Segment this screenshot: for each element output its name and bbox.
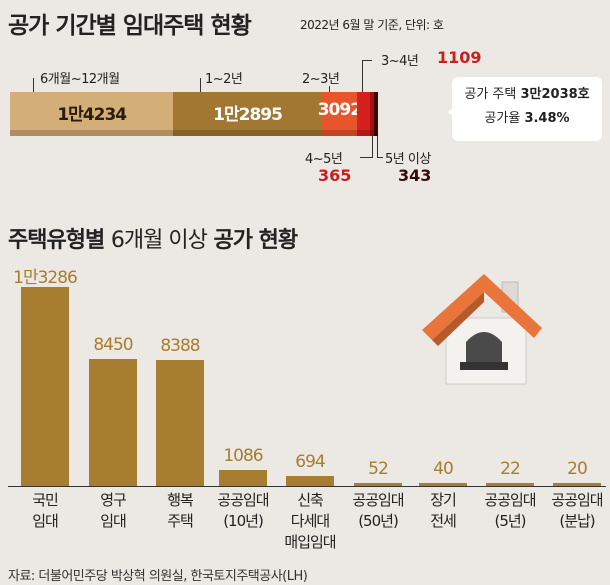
segment-5 bbox=[374, 92, 379, 136]
bar-value-0: 1만3286 bbox=[13, 268, 78, 288]
seg-label-4-5y: 4~5년 bbox=[305, 152, 343, 167]
bar-value-5: 52 bbox=[368, 459, 389, 479]
segment-value-0: 1만4234 bbox=[57, 105, 127, 125]
bar-5 bbox=[354, 483, 402, 486]
house-icon bbox=[422, 274, 542, 385]
top-chart-title: 공가 기간별 임대주택 현황 bbox=[8, 13, 252, 39]
callout-total: 3만2038호 bbox=[520, 87, 590, 102]
category-label-2: 행복 주택 bbox=[167, 491, 194, 530]
bar-value-1: 8450 bbox=[93, 335, 133, 356]
category-label-3: 공공임대 (10년) bbox=[217, 491, 269, 530]
title-part-1: 주택유형별 bbox=[8, 228, 105, 253]
seg-label-3-4y: 3~4년 bbox=[381, 54, 419, 69]
segment-0 bbox=[10, 92, 174, 136]
bar-value-6: 40 bbox=[433, 459, 454, 479]
category-label-8: 공공임대 (분납) bbox=[551, 491, 603, 530]
category-label-7: 공공임대 (5년) bbox=[484, 491, 536, 530]
bar-value-7: 22 bbox=[500, 459, 521, 479]
callout-rate-label: 공가율 bbox=[484, 111, 521, 126]
category-label-6: 장기 전세 bbox=[430, 491, 457, 530]
total-callout: 공가 주택 3만2038호 공가율 3.48% bbox=[447, 77, 602, 141]
seg-label-6-12m: 6개월~12개월 bbox=[40, 72, 120, 87]
bar-8 bbox=[553, 483, 601, 486]
segment-3 bbox=[357, 92, 370, 136]
segment-1 bbox=[173, 92, 322, 136]
segment-2 bbox=[321, 92, 358, 136]
bar-1 bbox=[89, 359, 137, 486]
bar-value-4: 694 bbox=[295, 451, 325, 472]
bar-2 bbox=[156, 360, 204, 486]
bar-4 bbox=[286, 475, 334, 486]
title-part-2: 6개월 이상 bbox=[110, 228, 208, 253]
seg-label-2-3y: 2~3년 bbox=[302, 72, 340, 87]
category-label-0: 국민 임대 bbox=[32, 491, 59, 530]
callout-rate: 3.48% bbox=[524, 111, 570, 126]
bar-value-2: 8388 bbox=[160, 336, 200, 357]
seg-label-5y-plus: 5년 이상 bbox=[385, 152, 431, 167]
source-note: 자료: 더불어민주당 박상혁 의원실, 한국토지주택공사(LH) bbox=[8, 569, 308, 584]
callout-label: 공가 주택 bbox=[464, 87, 517, 102]
seg-label-1-2y: 1~2년 bbox=[205, 72, 243, 87]
bar-3 bbox=[219, 469, 267, 486]
bar-value-8: 20 bbox=[567, 459, 588, 479]
category-label-5: 공공임대 (50년) bbox=[352, 491, 404, 530]
x-axis bbox=[8, 486, 606, 487]
title-part-3: 공가 현황 bbox=[213, 228, 299, 253]
segment-value-1: 1만2895 bbox=[213, 105, 283, 125]
seg-value-4-5y: 365 bbox=[318, 166, 352, 185]
bar-7 bbox=[486, 483, 534, 486]
seg-value-3-4y: 1109 bbox=[437, 48, 482, 67]
bar-value-3: 1086 bbox=[223, 445, 263, 466]
category-label-4: 신축 다세대 매입임대 bbox=[284, 491, 336, 551]
bar-chart-title: 주택유형별 6개월 이상 공가 현황 bbox=[8, 222, 299, 254]
segment-value-2: 3092 bbox=[317, 100, 362, 120]
segment-4 bbox=[369, 92, 375, 136]
seg-value-5y-plus: 343 bbox=[398, 166, 432, 185]
category-label-1: 영구 임대 bbox=[100, 491, 127, 530]
bar-0 bbox=[21, 287, 69, 486]
top-chart-subtitle: 2022년 6월 말 기준, 단위: 호 bbox=[300, 18, 444, 32]
bar-6 bbox=[419, 483, 467, 486]
